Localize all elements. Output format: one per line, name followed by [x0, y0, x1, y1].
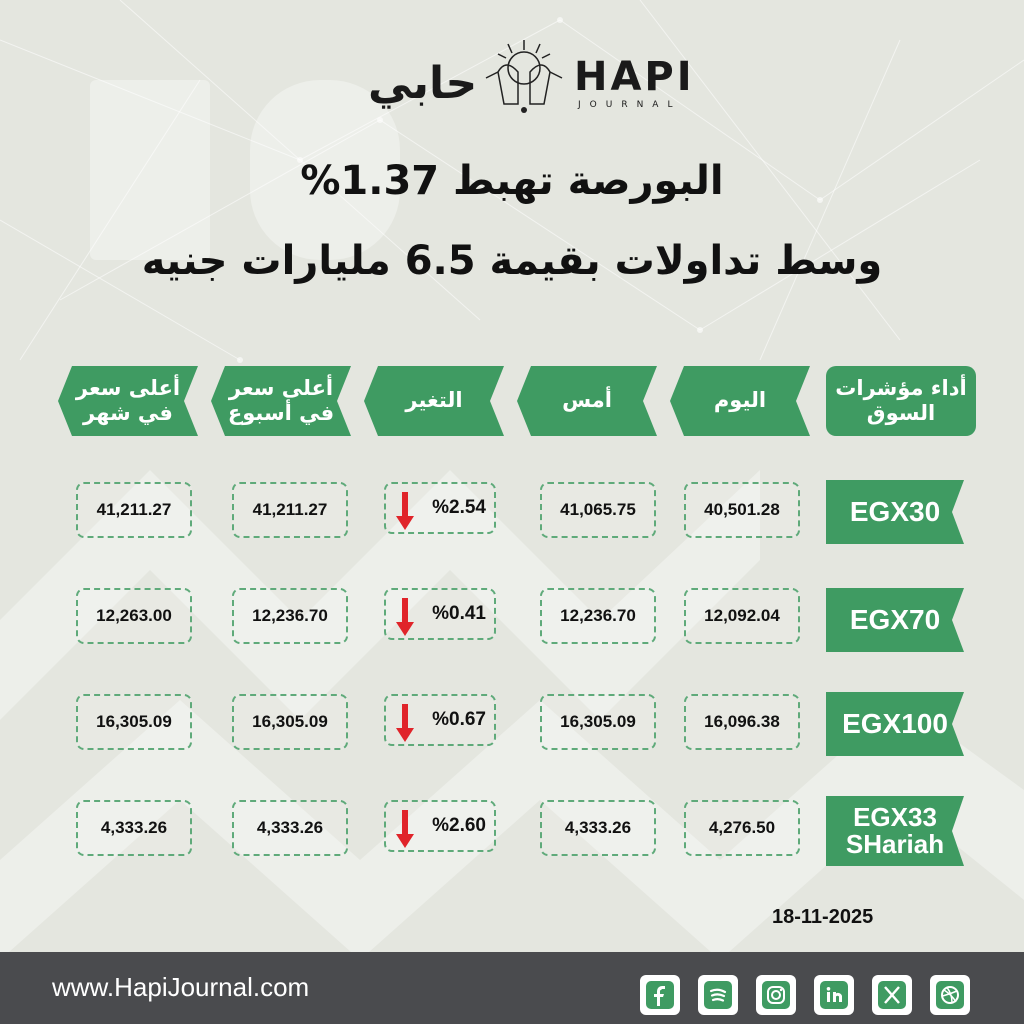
website-link[interactable]: www.HapiJournal.com [52, 972, 310, 1002]
value-today: 16,096.38 [684, 694, 800, 750]
header-month-high: أعلى سعر في شهر [58, 366, 198, 436]
down-arrow-icon [396, 598, 414, 636]
value-yesterday: 41,065.75 [540, 482, 656, 538]
header-week-high: أعلى سعر في أسبوع [211, 366, 351, 436]
value-today: 4,276.50 [684, 800, 800, 856]
index-label: EGX100 [826, 692, 964, 756]
footer-bar: www.HapiJournal.com [0, 952, 1024, 1024]
hapi-emblem-icon [485, 40, 563, 113]
value-month-high: 16,305.09 [76, 694, 192, 750]
report-date: 18-11-2025 [772, 906, 874, 928]
header-market-indices: أداء مؤشرات السوق [826, 366, 976, 436]
value-change: %2.60 [384, 800, 496, 852]
linkedin-icon[interactable] [814, 975, 854, 1015]
value-month-high: 41,211.27 [76, 482, 192, 538]
value-change: %2.54 [384, 482, 496, 534]
change-percent: %2.54 [432, 497, 486, 518]
brand-name-arabic: حابي [368, 58, 478, 109]
value-month-high: 4,333.26 [76, 800, 192, 856]
change-percent: %2.60 [432, 815, 486, 836]
index-label: EGX33 SHariah [826, 796, 964, 866]
spotify-icon[interactable] [698, 975, 738, 1015]
header-today: اليوم [670, 366, 810, 436]
headline-line-2: وسط تداولات بقيمة 6.5 مليارات جنيه [141, 238, 883, 284]
value-today: 12,092.04 [684, 588, 800, 644]
brand-subtitle: JOURNAL [578, 100, 682, 110]
value-yesterday: 4,333.26 [540, 800, 656, 856]
value-week-high: 41,211.27 [232, 482, 348, 538]
value-week-high: 16,305.09 [232, 694, 348, 750]
brand-name-english: HAPI [574, 54, 695, 100]
down-arrow-icon [396, 704, 414, 742]
instagram-icon[interactable] [756, 975, 796, 1015]
index-label: EGX70 [826, 588, 964, 652]
value-yesterday: 12,236.70 [540, 588, 656, 644]
value-change: %0.67 [384, 694, 496, 746]
value-week-high: 12,236.70 [232, 588, 348, 644]
header-change: التغير [364, 366, 504, 436]
index-label: EGX30 [826, 480, 964, 544]
brand-logo: حابي HAPI JOURNAL [360, 38, 692, 118]
down-arrow-icon [396, 492, 414, 530]
value-change: %0.41 [384, 588, 496, 640]
headline-line-1: البورصة تهبط 1.37% [300, 158, 724, 204]
x-icon[interactable] [872, 975, 912, 1015]
value-yesterday: 16,305.09 [540, 694, 656, 750]
value-month-high: 12,263.00 [76, 588, 192, 644]
value-week-high: 4,333.26 [232, 800, 348, 856]
header-yesterday: أمس [517, 366, 657, 436]
dribbble-icon[interactable] [930, 975, 970, 1015]
change-percent: %0.67 [432, 709, 486, 730]
change-percent: %0.41 [432, 603, 486, 624]
facebook-icon[interactable] [640, 975, 680, 1015]
value-today: 40,501.28 [684, 482, 800, 538]
down-arrow-icon [396, 810, 414, 848]
